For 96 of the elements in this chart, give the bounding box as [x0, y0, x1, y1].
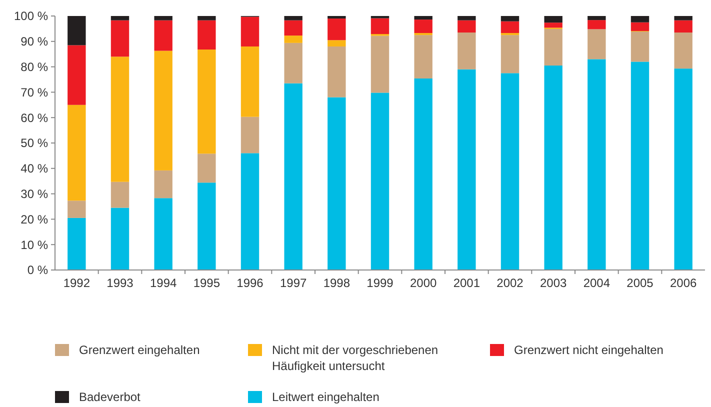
bar — [588, 59, 606, 270]
bar — [110, 16, 130, 20]
bar — [370, 18, 390, 34]
bar — [328, 46, 346, 98]
y-tick-label: 100 % — [14, 9, 48, 24]
y-tick-label: 50 % — [20, 136, 48, 150]
y-tick-label: 40 % — [20, 162, 48, 176]
bar — [544, 28, 562, 66]
x-tick-label: 2003 — [540, 276, 568, 290]
bar — [198, 16, 216, 20]
bar — [284, 83, 302, 270]
legend-label: Grenzwert eingehalten — [79, 343, 200, 357]
bar — [630, 62, 650, 270]
bar — [110, 56, 130, 182]
bar — [414, 35, 432, 78]
bar — [198, 154, 216, 183]
bar — [588, 16, 606, 20]
bar — [284, 36, 302, 43]
bar — [328, 18, 346, 40]
x-tick-label: 1994 — [150, 276, 178, 290]
bar — [500, 73, 520, 270]
bar — [370, 36, 390, 93]
bar — [154, 16, 172, 20]
bar — [240, 116, 260, 154]
bar — [110, 182, 130, 208]
bar — [414, 78, 432, 270]
legend-label: Nicht mit der vorgeschriebenen Häufigkeit untersucht — [272, 343, 438, 373]
bar — [110, 20, 130, 57]
bar — [284, 20, 302, 36]
bar — [154, 50, 172, 170]
x-tick-label: 1999 — [366, 276, 394, 290]
bar — [588, 20, 606, 30]
bar — [458, 20, 476, 33]
bar — [674, 32, 692, 69]
bar — [240, 153, 260, 270]
bar — [630, 31, 650, 62]
x-tick-label: 1997 — [280, 276, 308, 290]
bar — [240, 16, 260, 46]
bar — [154, 198, 172, 270]
bar — [240, 46, 260, 117]
bar — [544, 66, 562, 270]
bar — [500, 35, 520, 74]
bar — [68, 16, 86, 46]
y-tick-label: 70 % — [20, 85, 48, 100]
bar — [630, 22, 650, 31]
bar — [674, 68, 692, 270]
bar — [68, 200, 86, 218]
x-tick-label: 2000 — [410, 276, 438, 290]
x-tick-label: 1993 — [106, 276, 134, 290]
bar — [328, 40, 346, 46]
bar — [370, 92, 390, 270]
x-tick-label: 1998 — [323, 276, 350, 290]
bar — [500, 16, 520, 22]
y-tick-label: 10 % — [20, 238, 48, 252]
legend-label: Grenzwert nicht eingehalten — [514, 343, 664, 357]
x-tick-label: 1992 — [63, 276, 90, 290]
bar — [328, 16, 346, 19]
bar — [154, 170, 172, 198]
bar — [588, 29, 606, 60]
y-tick-label: 80 % — [20, 60, 48, 74]
bar — [198, 50, 216, 154]
bar — [154, 20, 172, 51]
y-tick-label: 20 % — [20, 212, 48, 226]
y-tick-label: 0 % — [27, 263, 48, 278]
bar — [68, 218, 86, 270]
x-tick-label: 1995 — [193, 276, 220, 290]
bar — [110, 208, 130, 270]
bar — [328, 97, 346, 270]
y-tick-label: 60 % — [20, 110, 48, 125]
bar — [414, 16, 432, 20]
x-tick-label: 2002 — [496, 276, 524, 290]
bar — [500, 21, 520, 34]
y-tick-label: 30 % — [20, 187, 48, 201]
x-tick-label: 2005 — [626, 276, 654, 290]
bar — [198, 182, 216, 270]
x-tick-label: 2006 — [670, 276, 698, 290]
bar — [414, 20, 432, 34]
bar — [544, 22, 562, 28]
x-tick-label: 1996 — [236, 276, 264, 290]
bar — [458, 32, 476, 70]
bar — [68, 104, 86, 201]
x-tick-label: 2001 — [453, 276, 480, 290]
bar — [458, 69, 476, 270]
bar — [674, 20, 692, 33]
bar — [284, 16, 302, 20]
bar — [544, 16, 562, 23]
legend-label: Leitwert eingehalten — [272, 390, 380, 404]
bar — [458, 16, 476, 20]
bar — [674, 16, 692, 20]
x-tick-label: 2004 — [583, 276, 610, 290]
bar — [198, 20, 216, 50]
legend-label: Badeverbot — [79, 390, 142, 404]
bar — [630, 16, 650, 22]
y-tick-label: 90 % — [20, 34, 48, 49]
bar — [284, 42, 302, 84]
bar — [68, 45, 86, 105]
